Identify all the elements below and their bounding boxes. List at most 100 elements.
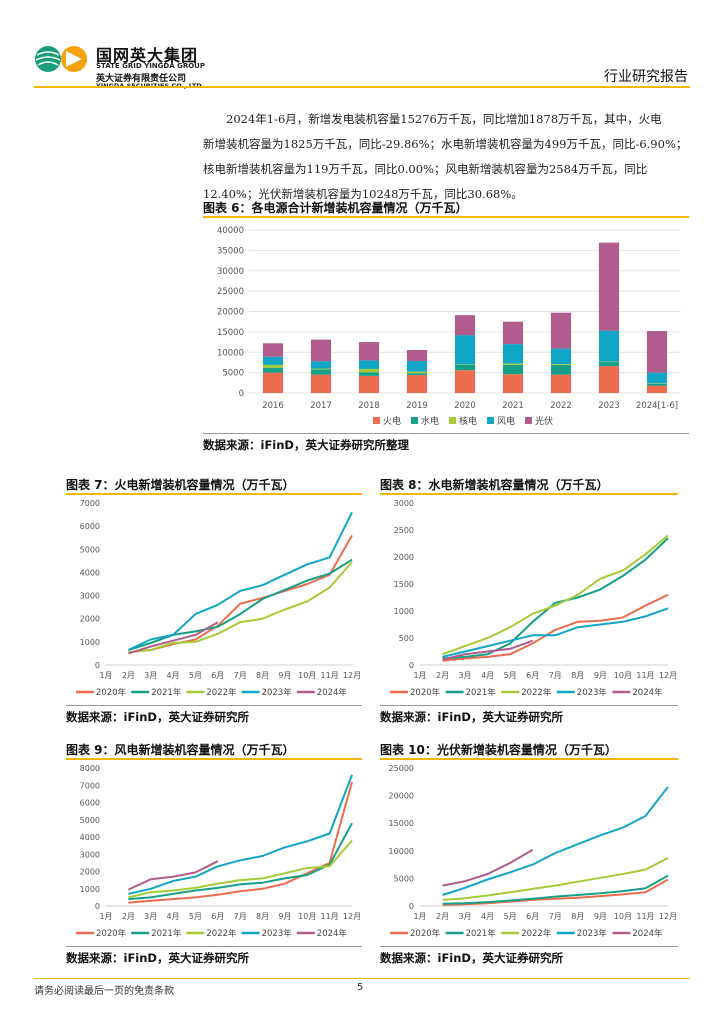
series-line xyxy=(442,607,669,658)
bar-segment xyxy=(454,335,476,365)
figure-7-source: 数据来源：iFinD，英大证券研究所 xyxy=(66,710,249,724)
legend-label: 风电 xyxy=(497,415,515,427)
legend-label: 2021年 xyxy=(466,687,497,698)
header-divider xyxy=(34,86,690,88)
x-tick-label: 8月 xyxy=(571,912,584,921)
x-tick-label: 12月 xyxy=(343,671,361,680)
x-tick-label: 10月 xyxy=(614,671,632,680)
figure-7-rule xyxy=(66,493,362,495)
y-tick-label: 10000 xyxy=(389,847,414,856)
y-tick-label: 2000 xyxy=(394,553,414,562)
figure-7-bottom-rule xyxy=(66,705,362,706)
company-logo xyxy=(34,41,94,77)
legend-label: 光伏 xyxy=(535,415,553,427)
x-tick-label: 12月 xyxy=(659,912,677,921)
x-tick-label: 8月 xyxy=(256,912,269,921)
bar-segment xyxy=(646,372,668,384)
x-tick-label: 11月 xyxy=(636,912,654,921)
x-tick-label: 9月 xyxy=(594,912,607,921)
y-tick-label: 6000 xyxy=(80,799,100,808)
bar-segment xyxy=(310,374,332,393)
y-tick-label: 4000 xyxy=(80,833,100,842)
logo-icon xyxy=(35,46,87,72)
x-tick-label: 2月 xyxy=(122,671,135,680)
y-tick-label: 5000 xyxy=(394,874,414,883)
x-tick-label: 9月 xyxy=(278,912,291,921)
series-line xyxy=(128,558,353,651)
bar-segment xyxy=(550,312,572,349)
figure-9-bottom-rule xyxy=(66,946,362,947)
x-tick-label: 10月 xyxy=(614,912,632,921)
bar-segment xyxy=(598,362,620,367)
x-tick-label: 11月 xyxy=(636,671,654,680)
page-number: 5 xyxy=(357,982,364,993)
y-tick-label: 5000 xyxy=(80,816,100,825)
bar-segment xyxy=(598,366,620,393)
y-tick-label: 15000 xyxy=(217,328,244,338)
y-tick-label: 500 xyxy=(399,634,414,643)
bar-segment xyxy=(502,364,524,375)
bar-segment xyxy=(310,339,332,362)
series-line xyxy=(442,639,534,661)
series-line xyxy=(442,878,669,906)
bar-segment xyxy=(550,364,572,365)
x-tick-label: 2019 xyxy=(406,401,428,411)
x-tick-label: 2018 xyxy=(358,401,380,411)
y-tick-label: 25000 xyxy=(217,287,244,297)
y-tick-label: 2000 xyxy=(80,615,100,624)
x-tick-label: 7月 xyxy=(234,671,247,680)
bar-segment xyxy=(262,364,284,368)
legend-label: 2024年 xyxy=(632,687,663,698)
y-tick-label: 1500 xyxy=(394,580,414,589)
legend-label: 火电 xyxy=(383,415,401,427)
company-subsidiary: 英大证券有限责任公司 xyxy=(96,74,187,84)
body-paragraph: 2024年1-6月，新增发电装机容量15276万千瓦，同比增加1878万千瓦，其… xyxy=(203,107,693,207)
series-line xyxy=(442,857,669,901)
bar-segment xyxy=(310,368,332,370)
bar-segment xyxy=(646,331,668,373)
y-tick-label: 0 xyxy=(95,661,100,670)
bar-segment xyxy=(262,367,284,373)
legend-label: 2022年 xyxy=(521,928,552,939)
bar-segment xyxy=(550,348,572,365)
y-tick-label: 5000 xyxy=(80,545,100,554)
bar-segment xyxy=(358,375,380,393)
x-tick-label: 5月 xyxy=(189,912,202,921)
x-tick-label: 4月 xyxy=(167,912,180,921)
x-tick-label: 9月 xyxy=(594,671,607,680)
y-tick-label: 1000 xyxy=(80,885,100,894)
x-tick-label: 4月 xyxy=(167,671,180,680)
series-line xyxy=(128,774,353,895)
y-tick-label: 10000 xyxy=(217,348,244,358)
series-line xyxy=(442,786,669,896)
x-tick-label: 2月 xyxy=(122,912,135,921)
figure-10-rule xyxy=(380,758,678,760)
x-tick-label: 1月 xyxy=(99,671,112,680)
x-tick-label: 7月 xyxy=(234,912,247,921)
legend-label: 2020年 xyxy=(96,928,127,939)
legend-label: 2024年 xyxy=(317,928,348,939)
y-tick-label: 30000 xyxy=(217,267,244,277)
bar-segment xyxy=(550,364,572,375)
bar-segment xyxy=(262,343,284,357)
figure-10-chart: 0 5000 10000 15000 20000 25000 1月 2月 3月 4月 5月 6月 7月 8… xyxy=(389,764,678,939)
bar-segment xyxy=(358,342,380,361)
y-tick-label: 0 xyxy=(409,902,414,911)
y-tick-label: 15000 xyxy=(389,819,414,828)
bar-segment xyxy=(406,371,428,374)
figure-8-title: 图表 8：水电新增装机容量情况（万千瓦） xyxy=(380,478,609,492)
paragraph-line: 12.40%；光伏新增装机容量为10248万千瓦，同比30.68%。 xyxy=(203,187,523,201)
y-tick-label: 0 xyxy=(95,902,100,911)
bar-segment xyxy=(646,383,668,386)
bar-segment xyxy=(406,350,428,362)
legend-label: 2022年 xyxy=(521,687,552,698)
y-tick-label: 25000 xyxy=(389,764,414,773)
legend-label: 水电 xyxy=(421,415,439,427)
figure-10-bottom-rule xyxy=(380,946,678,947)
y-tick-label: 2500 xyxy=(394,526,414,535)
x-tick-label: 1月 xyxy=(99,912,112,921)
figure-6-bottom-rule xyxy=(203,433,689,434)
bar-segment xyxy=(646,385,668,393)
figure-7-chart: 0 1000 2000 3000 4000 5000 6000 7000 1月 2月 3月 4月 5月 6… xyxy=(76,499,361,698)
y-tick-label: 6000 xyxy=(80,522,100,531)
